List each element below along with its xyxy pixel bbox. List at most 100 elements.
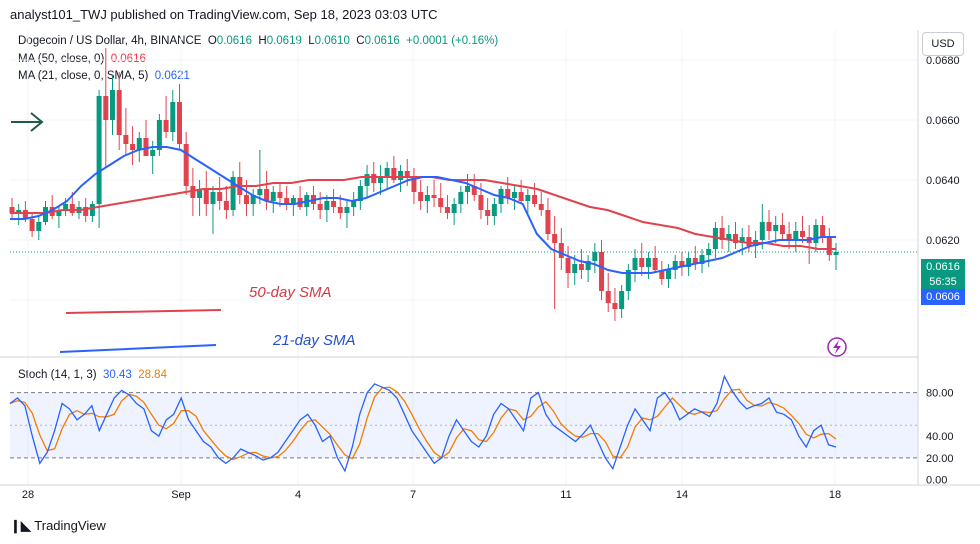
candle-body: [552, 234, 558, 243]
candle-body: [511, 192, 517, 198]
candle-body: [659, 270, 665, 279]
candle-body: [612, 303, 618, 309]
candle-body: [491, 204, 497, 216]
candle-body: [518, 192, 524, 201]
candle-body: [176, 102, 182, 144]
candle-body: [820, 225, 826, 237]
candle-body: [156, 120, 162, 150]
candle-body: [183, 144, 189, 186]
candle-body: [197, 189, 203, 198]
candle-body: [585, 261, 591, 270]
candle-body: [357, 186, 363, 201]
candle-body: [478, 195, 484, 210]
candle-body: [686, 258, 692, 267]
close-value: 0.0616: [364, 35, 400, 47]
candle-body: [558, 243, 564, 258]
candle-body: [63, 204, 69, 210]
time-tick-label: 11: [560, 489, 571, 501]
candle-body: [56, 210, 62, 216]
stoch-lines: [9, 374, 837, 473]
close-label: C: [356, 35, 365, 47]
candle-body: [324, 201, 330, 210]
candle-body: [538, 204, 544, 210]
candle-body: [270, 192, 276, 201]
footer-brand-text: TradingView: [34, 518, 106, 533]
candle-body: [83, 207, 89, 216]
candle-body: [793, 231, 799, 240]
candle-body: [344, 207, 350, 213]
candle-body: [22, 210, 28, 219]
candle-body: [190, 186, 196, 198]
time-tick-label: Sep: [171, 489, 191, 501]
stoch-d-value: 28.84: [138, 369, 167, 381]
time-tick-label: 4: [295, 489, 301, 501]
candle-body: [223, 201, 229, 210]
candle-body: [290, 198, 296, 204]
sma21-sample-line: [59, 344, 217, 353]
candle-body: [565, 258, 571, 273]
candle-body: [123, 135, 129, 144]
candle-body: [451, 204, 457, 213]
candle-body: [619, 291, 625, 309]
candle-body: [572, 264, 578, 273]
change-value: +0.0001 (+0.16%): [406, 35, 499, 47]
candle-body: [458, 192, 464, 204]
candle-body: [364, 174, 370, 186]
candle-body: [398, 171, 404, 180]
candle-body: [773, 225, 779, 231]
candle-body: [578, 264, 584, 270]
candle-body: [532, 195, 538, 204]
currency-button[interactable]: USD: [922, 32, 964, 56]
candle-body: [277, 192, 283, 198]
candle-body: [250, 195, 256, 204]
ma21-label: MA (21, close, 0, SMA, 5): [18, 70, 149, 82]
candle-body: [170, 102, 176, 132]
stoch-band: [10, 392, 918, 459]
arrow-icon: [11, 112, 44, 132]
candle-body: [371, 174, 377, 183]
candle-body: [230, 177, 236, 210]
candle-body: [699, 255, 705, 264]
candle-body: [264, 189, 270, 201]
low-label: L: [308, 35, 315, 47]
ma50-value: 0.0616: [110, 53, 146, 65]
candle-body: [163, 120, 169, 132]
candle-body: [645, 258, 651, 267]
candle-body: [103, 96, 109, 120]
ma50-legend: MA (50, close, 0) 0.0616: [18, 53, 146, 65]
candle-body: [411, 177, 417, 192]
candle-body: [424, 195, 430, 201]
candle-body: [431, 195, 437, 198]
candles: [9, 48, 839, 321]
candle-body: [130, 144, 136, 150]
stoch-tick-label: 40.00: [926, 431, 954, 443]
candle-body: [779, 225, 785, 234]
candle-body: [317, 204, 323, 210]
candle-body: [525, 195, 531, 201]
footer-brand: ❙◣ TradingView: [10, 518, 106, 534]
candle-body: [217, 192, 223, 201]
candle-body: [351, 201, 357, 207]
candle-body: [672, 261, 678, 270]
candle-body: [465, 186, 471, 192]
countdown-tag: 56:35: [921, 274, 965, 290]
candle-body: [384, 168, 390, 177]
price-tick-label: 0.0680: [926, 55, 960, 67]
candle-body: [438, 198, 444, 207]
candle-body: [800, 231, 806, 237]
candle-body: [89, 204, 95, 216]
candle-body: [766, 222, 772, 231]
candle-body: [404, 171, 410, 177]
candle-body: [833, 252, 839, 255]
open-value: 0.0616: [216, 35, 252, 47]
annotations-drawn: [11, 112, 847, 357]
candle-body: [632, 258, 638, 270]
candle-body: [243, 195, 249, 204]
stoch-legend: Stoch (14, 1, 3) 30.43 28.84: [18, 369, 167, 381]
lightning-icon[interactable]: [827, 337, 847, 357]
candle-body: [210, 192, 216, 204]
price-tick-label: 0.0640: [926, 175, 960, 187]
ma50-line: [10, 176, 836, 250]
candle-body: [203, 189, 209, 204]
